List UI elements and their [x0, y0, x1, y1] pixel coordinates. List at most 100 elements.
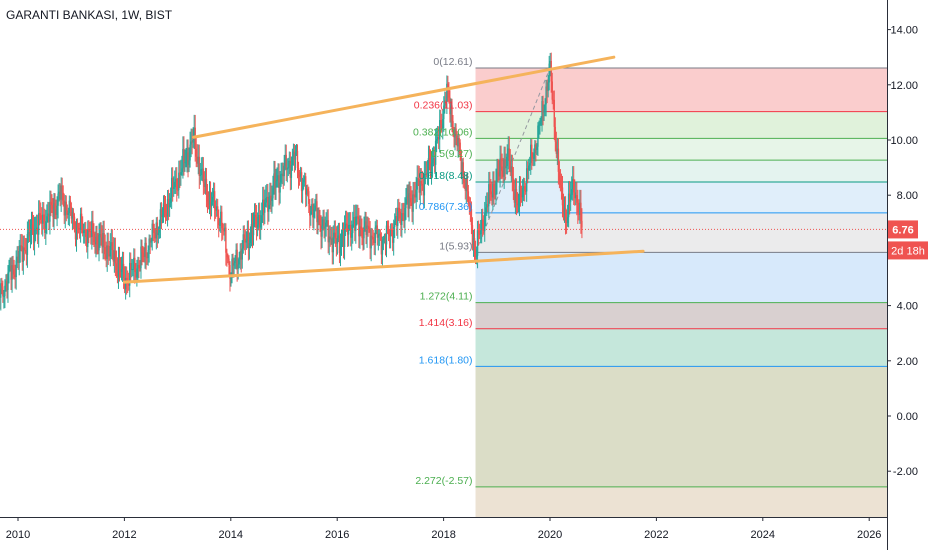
fib-band: [476, 366, 887, 487]
candle-body: [2, 286, 3, 296]
candle-body: [280, 174, 281, 182]
candle-body: [573, 179, 574, 192]
candle-body: [115, 251, 116, 264]
candle-body: [40, 215, 41, 220]
candle-body: [340, 246, 341, 253]
candle-body: [576, 195, 577, 203]
candle-body: [552, 81, 553, 99]
candle-body: [250, 237, 251, 243]
candle-body: [207, 195, 208, 202]
candle-body: [246, 241, 247, 243]
candle-body: [226, 253, 227, 257]
candle-body: [173, 187, 174, 189]
candle-body: [310, 211, 311, 215]
candle-body: [218, 217, 219, 226]
candle-body: [178, 173, 179, 190]
candle-body: [477, 230, 478, 255]
candle-body: [529, 163, 530, 165]
candle-body: [212, 197, 213, 202]
candle-body: [219, 225, 220, 226]
candle-body: [164, 203, 165, 204]
candle-body: [203, 169, 204, 183]
candle-body: [355, 216, 356, 230]
candle-body: [83, 231, 84, 233]
candle-body: [70, 201, 71, 207]
candle-body: [571, 189, 572, 195]
candle-body: [7, 273, 8, 290]
candle-body: [261, 215, 262, 223]
candle-body: [380, 234, 381, 236]
candle-body: [268, 205, 269, 212]
candle-body: [386, 226, 387, 245]
candle-body: [558, 149, 559, 172]
candle-body: [116, 263, 117, 270]
candle-body: [244, 234, 245, 238]
candle-body: [561, 185, 562, 188]
last-price-tag: 6.76: [892, 224, 913, 236]
candle-body: [176, 179, 177, 190]
candle-body: [307, 189, 308, 192]
candle-body: [134, 258, 135, 272]
candle-body: [174, 182, 175, 188]
candle-body: [302, 182, 303, 191]
candle-body: [538, 124, 539, 125]
candle-body: [382, 240, 383, 254]
fib-level-label: 0.786(7.36): [419, 201, 473, 213]
fib-level-label: 0(12.61): [433, 56, 472, 68]
candle-body: [196, 149, 197, 157]
candle-body: [371, 236, 372, 237]
candle-body: [298, 168, 299, 176]
fib-level-label: 1(5.93): [439, 240, 472, 252]
y-tick-label: 2.00: [897, 356, 918, 368]
candle-body: [484, 213, 485, 231]
candle-body: [415, 190, 416, 198]
x-tick-label: 2020: [538, 529, 562, 541]
candle-body: [201, 169, 202, 175]
candle-body: [4, 286, 5, 296]
y-tick-label: 14.00: [890, 25, 918, 37]
x-tick-label: 2012: [112, 529, 136, 541]
candle-body: [524, 186, 525, 191]
candle-body: [357, 216, 358, 219]
candle-body: [287, 168, 288, 169]
candle-body: [288, 167, 289, 168]
candle-body: [163, 203, 164, 215]
candle-body: [51, 205, 52, 209]
candle-body: [188, 160, 189, 164]
candle-body: [147, 250, 148, 258]
candle-body: [536, 147, 537, 150]
candle-body: [165, 205, 166, 213]
y-tick-label: 4.00: [897, 301, 918, 313]
candle-body: [184, 162, 185, 163]
candle-body: [562, 187, 563, 205]
candle-body: [183, 149, 184, 163]
candle-body: [158, 233, 159, 235]
candle-body: [73, 212, 74, 217]
candle-body: [108, 245, 109, 253]
candle-body: [370, 236, 371, 249]
candle-body: [360, 226, 361, 229]
x-tick-label: 2016: [325, 529, 349, 541]
candle-body: [292, 157, 293, 165]
candle-body: [361, 229, 362, 238]
candle-body: [366, 226, 367, 235]
candle-body: [138, 265, 139, 268]
candle-body: [570, 195, 571, 202]
candle-body: [56, 206, 57, 215]
candle-body: [57, 194, 58, 206]
candle-body: [110, 246, 111, 256]
candle-body: [352, 224, 353, 233]
candle-body: [496, 172, 497, 182]
candle-body: [276, 180, 277, 182]
candle-body: [324, 227, 325, 229]
fib-level-label: 1.414(3.16): [419, 317, 473, 329]
candle-body: [279, 183, 280, 193]
candle-body: [192, 140, 193, 143]
candle-body: [63, 193, 64, 201]
candle-body: [412, 194, 413, 211]
candle-body: [567, 217, 568, 223]
candle-body: [38, 213, 39, 235]
fib-level-label: 1.618(1.80): [419, 354, 473, 366]
